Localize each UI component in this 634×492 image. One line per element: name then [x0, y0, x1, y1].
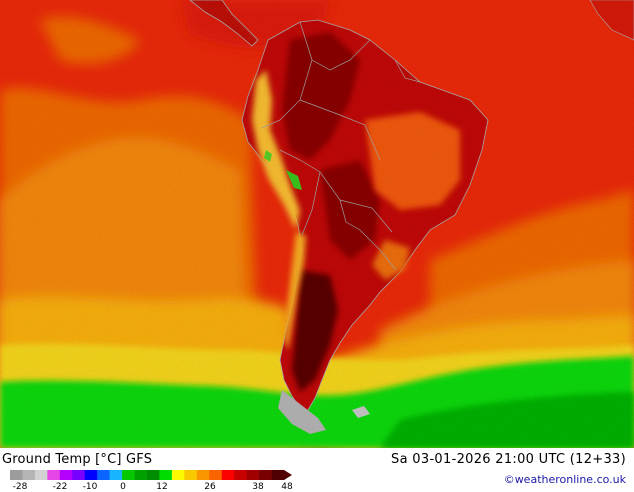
legend-swatch	[97, 470, 110, 480]
legend-swatch	[59, 470, 73, 480]
ground-temp-map	[0, 0, 634, 448]
legend-swatch	[47, 470, 61, 480]
legend-swatch	[171, 470, 185, 480]
legend-swatch	[34, 470, 48, 480]
legend-tick-label: 38	[252, 482, 264, 492]
credit-link[interactable]: ©weatheronline.co.uk	[503, 473, 626, 486]
legend-swatch	[122, 470, 135, 480]
legend-right-arrow	[284, 470, 292, 480]
legend-swatch	[221, 470, 235, 480]
legend-swatch	[84, 470, 98, 480]
legend-tick-label: 12	[156, 482, 168, 492]
legend-tick-label: -10	[82, 482, 98, 492]
legend-swatch	[196, 470, 210, 480]
legend-swatch	[109, 470, 123, 480]
legend-swatch	[10, 470, 23, 480]
map-texture	[0, 0, 634, 448]
map-footer: Ground Temp [°C] GFS Sa 03-01-2026 21:00…	[0, 448, 634, 492]
legend-swatch	[209, 470, 223, 480]
legend-swatch	[134, 470, 148, 480]
legend-tick-label: 0	[120, 482, 126, 492]
legend-swatch	[22, 470, 36, 480]
valid-time: Sa 03-01-2026 21:00 UTC (12+33)	[391, 452, 626, 467]
legend-swatch	[72, 470, 86, 480]
legend-tick-label: -28	[12, 482, 28, 492]
legend-tick-label: 48	[281, 482, 293, 492]
legend-swatch	[234, 470, 247, 480]
legend-swatch	[271, 470, 285, 480]
legend-swatch	[147, 470, 160, 480]
legend-swatch	[184, 470, 198, 480]
legend-tick-label: -22	[52, 482, 68, 492]
legend-tick-label: 26	[204, 482, 216, 492]
legend-swatch	[246, 470, 260, 480]
legend-swatch	[259, 470, 272, 480]
color-legend	[10, 470, 292, 480]
legend-swatch	[159, 470, 173, 480]
map-title: Ground Temp [°C] GFS	[2, 452, 153, 467]
